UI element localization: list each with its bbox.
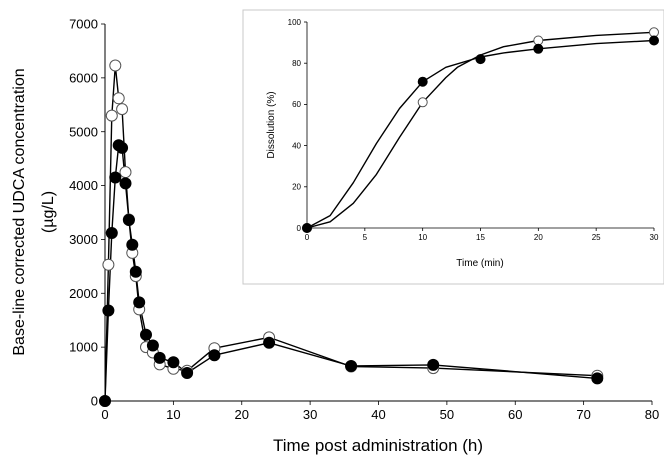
- data-point-open: [116, 103, 129, 116]
- data-point-filled: [105, 227, 118, 239]
- data-point-filled: [533, 43, 544, 54]
- data-point-filled: [167, 356, 180, 369]
- data-point-filled: [263, 336, 276, 349]
- data-point-open: [102, 258, 115, 271]
- x-tick-label: 60: [508, 407, 522, 422]
- data-point-filled: [475, 54, 486, 65]
- main-x-axis-label: Time post administration (h): [273, 436, 483, 455]
- x-tick-label: 25: [592, 233, 601, 242]
- y-tick-label: 60: [292, 100, 301, 109]
- x-tick-label: 80: [645, 407, 659, 422]
- x-tick-label: 70: [576, 407, 590, 422]
- data-point-open: [119, 166, 132, 179]
- y-tick-label: 6000: [69, 70, 98, 85]
- data-point-filled: [649, 35, 659, 46]
- data-point-open: [109, 59, 122, 72]
- y-tick-label: 7000: [69, 17, 98, 32]
- data-point-open: [112, 92, 125, 105]
- x-tick-label: 40: [371, 407, 385, 422]
- y-tick-label: 40: [292, 141, 301, 150]
- y-tick-label: 0: [91, 394, 98, 409]
- data-point-filled: [109, 171, 122, 184]
- y-tick-label: 80: [292, 59, 301, 68]
- x-tick-label: 50: [440, 407, 454, 422]
- data-point-filled: [345, 360, 358, 372]
- data-point-filled: [181, 367, 194, 379]
- y-tick-label: 0: [297, 224, 302, 233]
- y-tick-label: 1000: [69, 340, 98, 355]
- x-tick-label: 0: [101, 407, 108, 422]
- data-point-filled: [140, 328, 152, 341]
- data-point-filled: [119, 177, 132, 190]
- inset-x-axis-label: Time (min): [456, 258, 503, 269]
- data-point-filled: [122, 214, 135, 226]
- data-point-filled: [129, 265, 142, 278]
- data-point-filled: [427, 358, 440, 371]
- x-tick-label: 30: [303, 407, 317, 422]
- data-point-filled: [153, 351, 166, 364]
- x-tick-label: 20: [534, 233, 543, 242]
- x-tick-label: 10: [418, 233, 427, 242]
- data-point-filled: [126, 238, 139, 251]
- inset-x-ticks: 0 5 10 15 20 25 30: [305, 228, 659, 242]
- x-tick-label: 0: [305, 233, 310, 242]
- data-point-open: [105, 109, 118, 122]
- x-tick-label: 15: [476, 233, 485, 242]
- data-point-filled: [591, 372, 604, 385]
- y-tick-label: 5000: [69, 124, 98, 139]
- main-y-axis-label-line2: (µg/L): [40, 191, 57, 233]
- data-point-filled: [116, 141, 129, 154]
- y-tick-label: 4000: [69, 178, 98, 193]
- y-tick-label: 3000: [69, 232, 98, 247]
- data-point-filled: [417, 76, 428, 87]
- data-point-filled: [133, 296, 146, 309]
- x-tick-label: 20: [235, 407, 249, 422]
- inset-plot: 0 5 10 15 20 25 30 0 20 40 60 80 100 Time (min) Dis…: [242, 9, 664, 285]
- inset-series-markers: [302, 27, 659, 233]
- y-tick-label: 20: [292, 183, 301, 192]
- main-series-markers: [99, 59, 604, 407]
- main-y-ticks: 0 1000 2000 3000 4000 5000 6000 7000: [69, 17, 105, 409]
- data-point-filled: [146, 339, 159, 352]
- data-point-filled: [99, 395, 111, 407]
- x-tick-label: 5: [363, 233, 368, 242]
- y-tick-label: 2000: [69, 286, 98, 301]
- data-point-open: [417, 97, 428, 108]
- data-point-open: [649, 27, 659, 38]
- x-tick-label: 10: [166, 407, 180, 422]
- data-point-filled: [208, 349, 221, 362]
- y-tick-label: 100: [288, 18, 302, 27]
- main-plot: 0 10 20 30 40 50 60 70 80 0100020003000400050006…: [11, 17, 659, 455]
- data-point-filled: [302, 223, 312, 233]
- inset-frame: [242, 9, 664, 285]
- main-x-ticks: 0 10 20 30 40 50 60 70 80: [101, 401, 659, 422]
- series-line-filled: [306, 39, 655, 229]
- x-tick-label: 30: [650, 233, 659, 242]
- main-y-axis-label-line1: Base-line corrected UDCA concentration: [11, 68, 28, 355]
- data-point-filled: [102, 304, 115, 317]
- inset-y-axis-label: Dissolution (%): [266, 91, 277, 158]
- data-point-open: [533, 35, 544, 46]
